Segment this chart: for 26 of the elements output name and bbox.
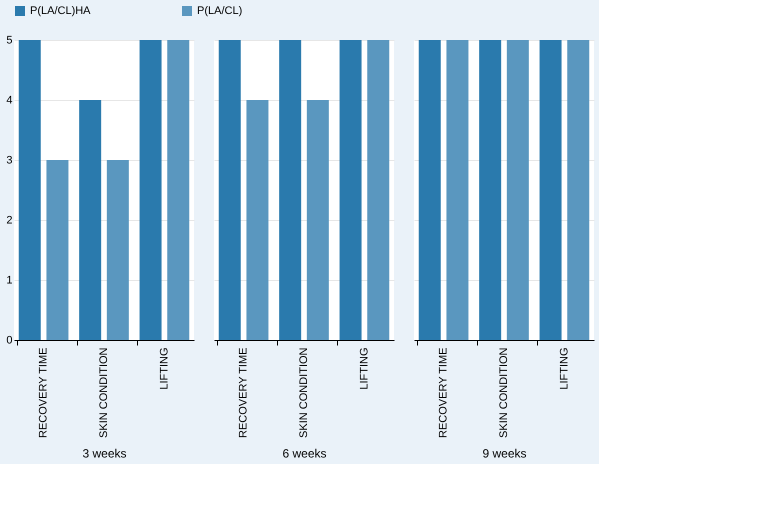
y-tick-label: 0 (6, 334, 12, 346)
x-tick-label: RECOVERY TIME (438, 348, 450, 438)
x-tick-label: SKIN CONDITION (498, 347, 510, 438)
bar (140, 40, 162, 340)
x-tick-label: LIFTING (558, 348, 570, 390)
x-tick-label: RECOVERY TIME (238, 348, 250, 438)
x-axis-title: 3 weeks (82, 446, 127, 460)
x-tick-label: SKIN CONDITION (98, 347, 110, 438)
y-tick-label: 1 (6, 274, 12, 286)
legend-label: P(LA/CL) (197, 5, 242, 17)
x-axis-title: 6 weeks (282, 446, 327, 460)
x-tick-label: LIFTING (158, 348, 170, 390)
bar (79, 100, 102, 340)
y-tick-label: 3 (6, 154, 12, 166)
bar (106, 160, 129, 340)
legend-label: P(LA/CL)HA (30, 5, 92, 17)
x-axis-title: 9 weeks (482, 446, 527, 460)
y-tick-label: 2 (6, 214, 12, 226)
bar (18, 40, 41, 340)
x-tick-label: LIFTING (358, 348, 370, 390)
y-tick-label: 5 (6, 34, 12, 46)
bar (46, 160, 68, 340)
y-tick-label: 4 (6, 94, 12, 106)
bar (167, 40, 190, 340)
x-tick-label: RECOVERY TIME (38, 348, 50, 438)
x-tick-label: SKIN CONDITION (298, 347, 310, 438)
